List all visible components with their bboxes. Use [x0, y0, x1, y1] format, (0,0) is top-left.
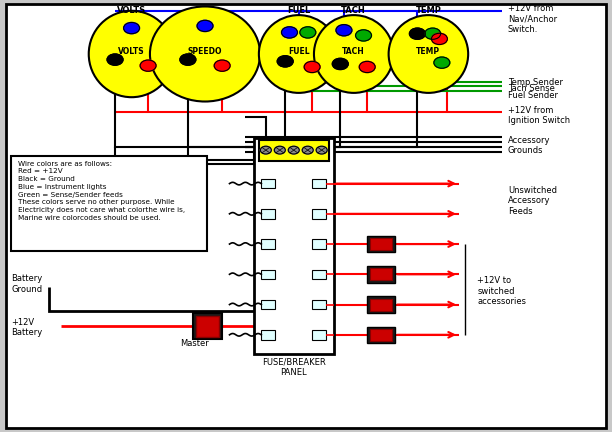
Text: Wire colors are as follows:
Red = +12V
Black = Ground
Blue = Instrument lights
G: Wire colors are as follows: Red = +12V B… [18, 161, 185, 221]
Text: +12V to
switched
accessories: +12V to switched accessories [477, 276, 526, 306]
Bar [370, 268, 392, 280]
Text: TEMP: TEMP [416, 6, 441, 16]
Circle shape [302, 146, 313, 154]
Text: FUEL: FUEL [288, 48, 310, 56]
Text: VOLTS: VOLTS [117, 6, 146, 16]
Ellipse shape [89, 11, 174, 97]
Text: FUSE/BREAKER
PANEL: FUSE/BREAKER PANEL [262, 358, 326, 377]
Text: Accessory
Grounds: Accessory Grounds [508, 136, 550, 156]
Bar [254, 138, 334, 354]
Circle shape [304, 61, 320, 73]
Text: Unswitched
Accessory
Feeds: Unswitched Accessory Feeds [508, 186, 557, 216]
Bar [367, 236, 395, 252]
Bar [370, 329, 392, 341]
Text: Tach Sense: Tach Sense [508, 84, 555, 93]
Circle shape [277, 56, 293, 67]
Bar [261, 209, 275, 219]
Bar [11, 156, 207, 251]
Text: +12V from
Nav/Anchor
Switch.: +12V from Nav/Anchor Switch. [508, 4, 557, 34]
Ellipse shape [150, 6, 260, 102]
Circle shape [356, 30, 371, 41]
Text: Fuel Sender: Fuel Sender [508, 91, 558, 100]
Bar [312, 330, 326, 340]
Text: SPEEDO: SPEEDO [188, 48, 222, 56]
Ellipse shape [259, 15, 338, 93]
Circle shape [300, 27, 316, 38]
Circle shape [425, 28, 441, 39]
Circle shape [107, 54, 123, 65]
Text: Temp Sender: Temp Sender [508, 78, 563, 87]
Bar [312, 300, 326, 309]
Circle shape [434, 57, 450, 68]
Bar [312, 239, 326, 249]
Circle shape [260, 146, 271, 154]
Text: Master: Master [181, 339, 209, 348]
Text: TEMP: TEMP [416, 48, 441, 56]
Text: VOLTS: VOLTS [118, 48, 145, 56]
Bar [312, 179, 326, 188]
Ellipse shape [389, 15, 468, 93]
Circle shape [409, 28, 425, 39]
Circle shape [336, 25, 352, 36]
Circle shape [316, 146, 327, 154]
Bar [367, 327, 395, 343]
Bar [261, 179, 275, 188]
Bar [259, 140, 329, 161]
Circle shape [359, 61, 375, 73]
Circle shape [332, 58, 348, 70]
Bar [261, 239, 275, 249]
Bar [193, 313, 222, 339]
Circle shape [214, 60, 230, 71]
Text: FUEL: FUEL [287, 6, 310, 16]
Bar [370, 238, 392, 250]
Circle shape [288, 146, 299, 154]
Circle shape [140, 60, 156, 71]
Bar [312, 270, 326, 279]
Bar [370, 299, 392, 311]
Ellipse shape [314, 15, 394, 93]
Bar [196, 316, 219, 337]
Text: TACH: TACH [342, 48, 365, 56]
Bar [367, 266, 395, 283]
Circle shape [431, 33, 447, 44]
Bar [261, 330, 275, 340]
Bar [367, 296, 395, 313]
Circle shape [274, 146, 285, 154]
Bar [261, 300, 275, 309]
Text: +12V from
Ignition Switch: +12V from Ignition Switch [508, 106, 570, 125]
Text: Battery
Ground: Battery Ground [11, 274, 42, 294]
Circle shape [124, 22, 140, 34]
Circle shape [180, 54, 196, 65]
Bar [312, 209, 326, 219]
Bar [261, 270, 275, 279]
Circle shape [282, 27, 297, 38]
Text: +12V
Battery: +12V Battery [11, 318, 42, 337]
Text: TACH: TACH [341, 6, 366, 16]
Circle shape [197, 20, 213, 32]
